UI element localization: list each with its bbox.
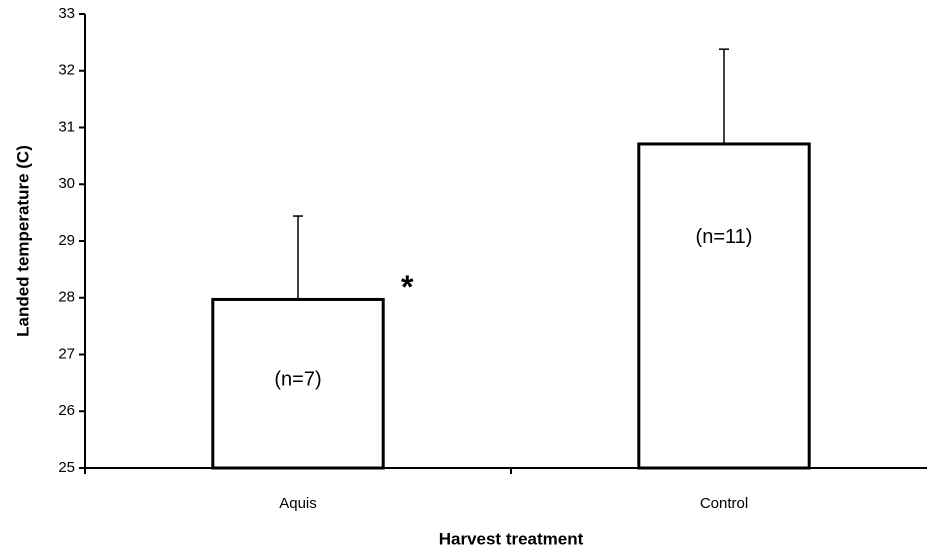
y-tick-label: 32 [58,62,75,79]
x-axis-title: Harvest treatment [439,529,584,548]
y-tick-label: 27 [58,345,75,362]
x-tick-label: Aquis [279,495,317,512]
y-tick-label: 33 [58,5,75,22]
y-tick-label: 25 [58,459,75,476]
sample-size-label: (n=11) [696,226,753,248]
y-tick-label: 26 [58,402,75,419]
y-tick-label: 30 [58,175,75,192]
y-tick-label: 31 [58,118,75,135]
sample-size-label: (n=7) [274,369,321,391]
y-tick-label: 29 [58,232,75,249]
bar [637,142,811,470]
y-tick-label: 28 [58,289,75,306]
significance-mark: * [401,269,414,305]
bar [211,297,385,470]
x-tick-label: Control [700,495,748,512]
y-axis-title: Landed temperature (C) [13,145,32,337]
